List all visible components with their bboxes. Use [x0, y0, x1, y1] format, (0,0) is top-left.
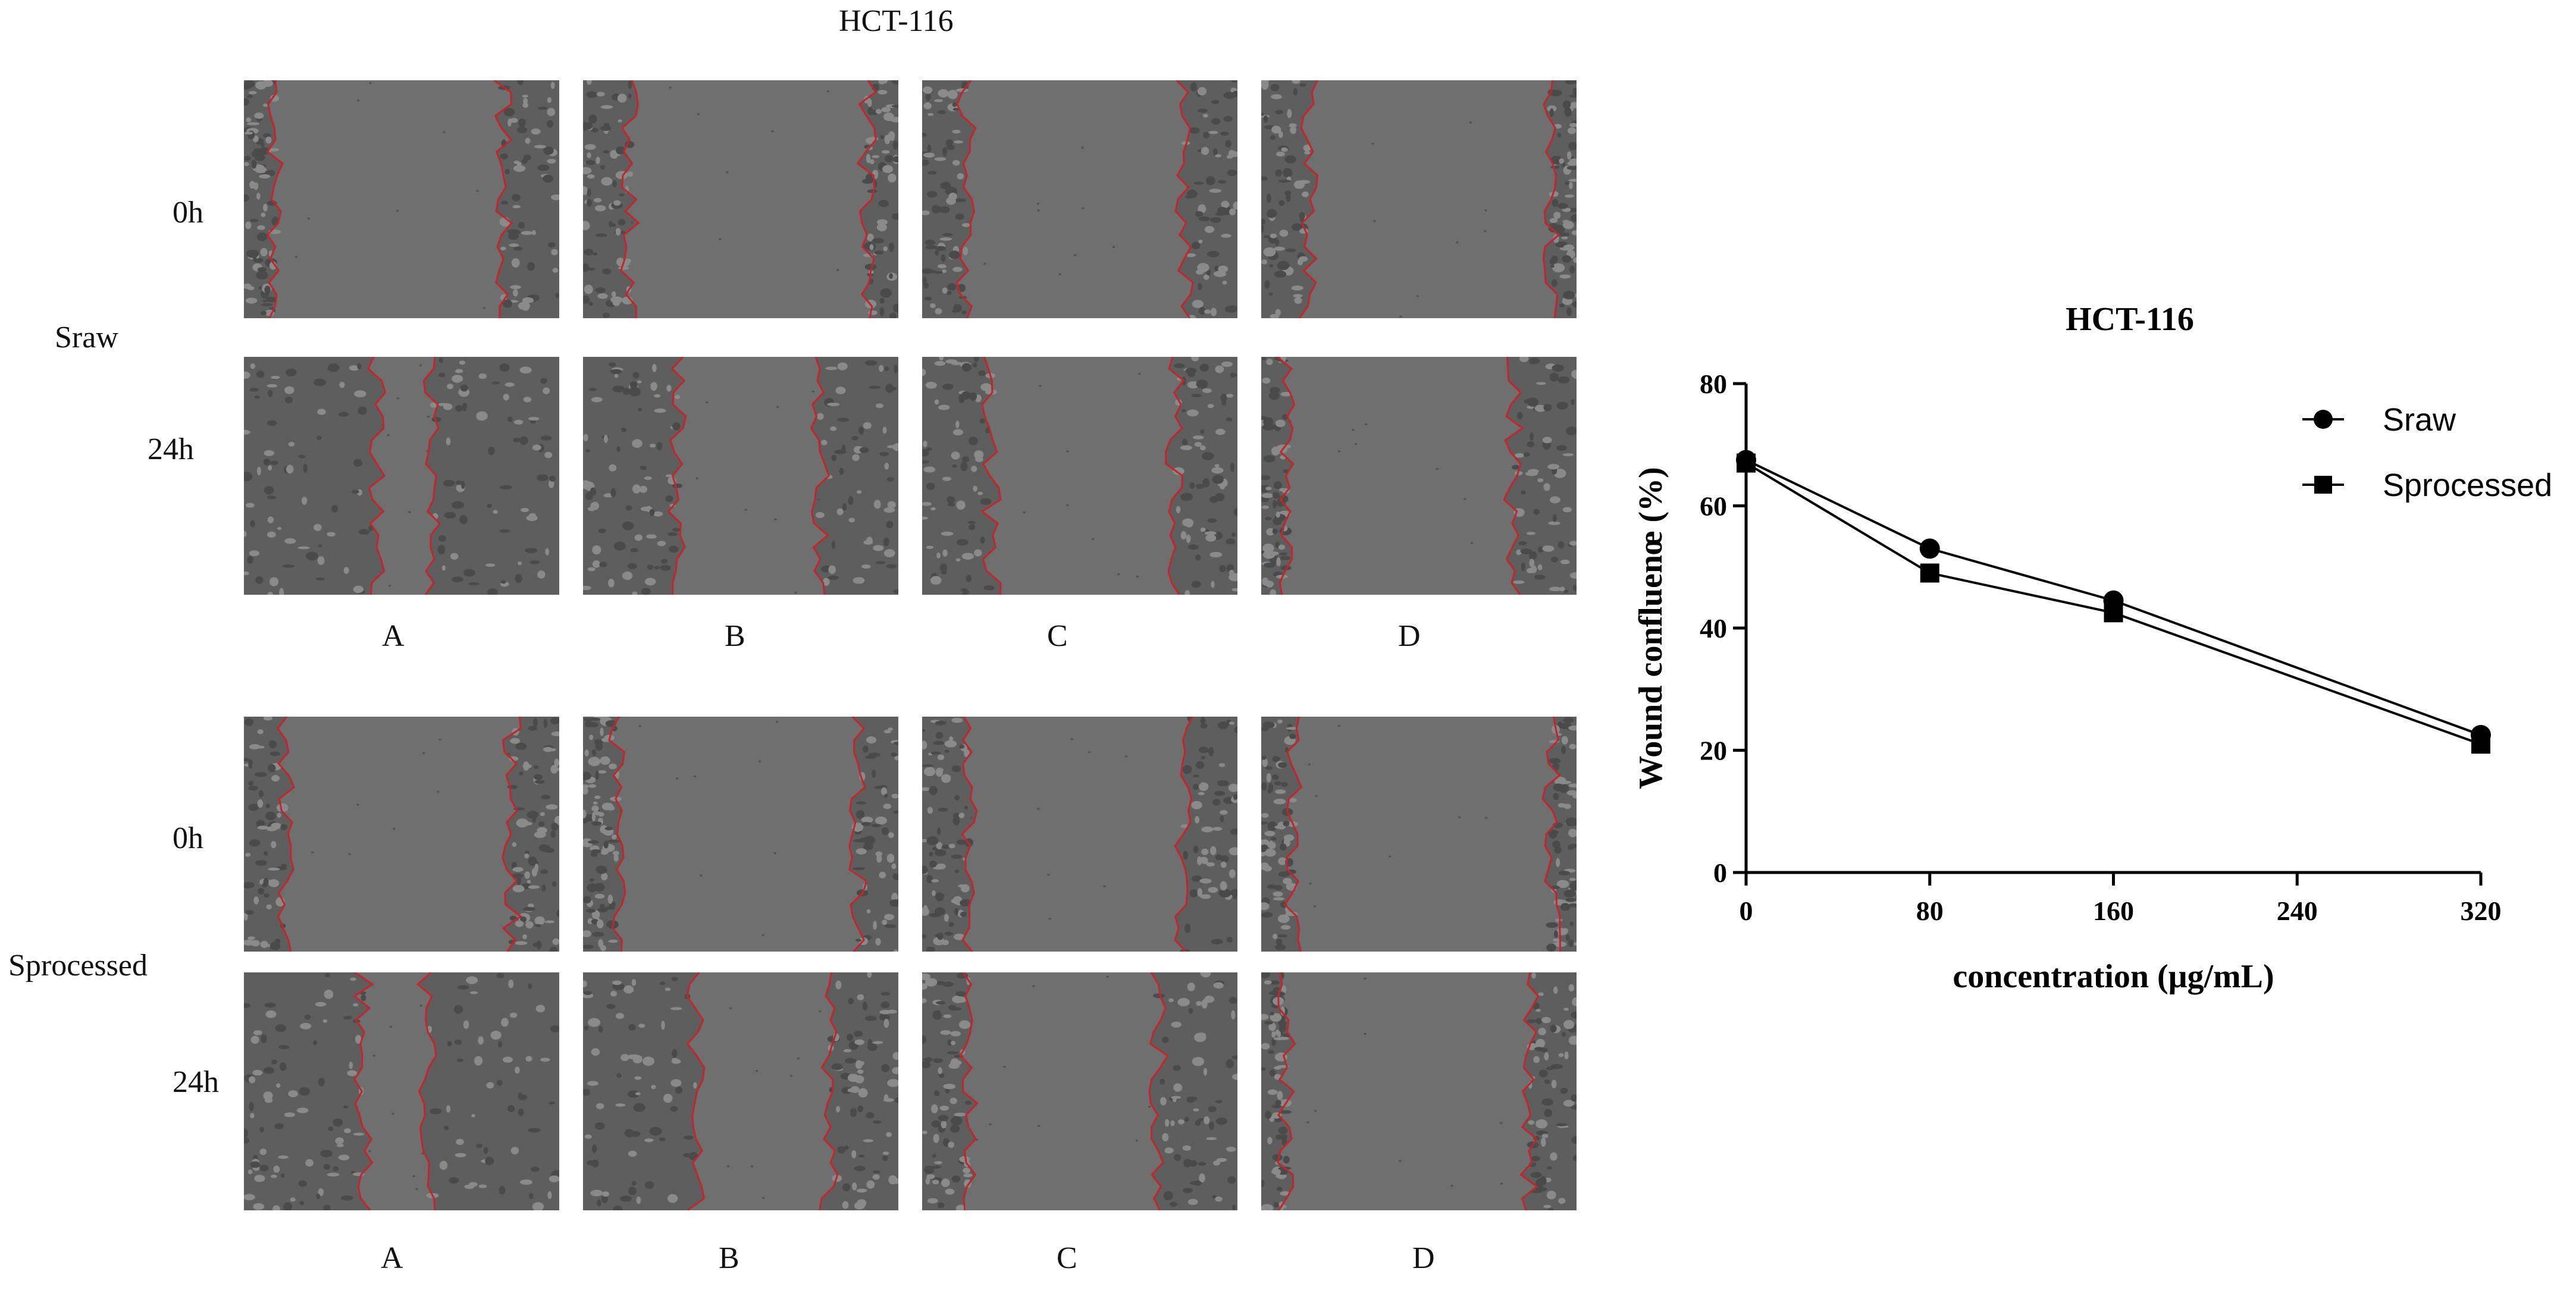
col-label-sraw-d: D — [1398, 619, 1421, 653]
legend-marker-sraw — [2314, 410, 2333, 429]
micrograph-sprocessed-24h-b — [583, 972, 898, 1210]
x-tick-label-80: 80 — [1916, 896, 1944, 926]
col-label-sraw-c: C — [1047, 619, 1068, 653]
x-tick-label-160: 160 — [2093, 896, 2134, 926]
row-label-sraw-0h: 0h — [173, 196, 203, 230]
point-sprocessed-160 — [2104, 603, 2123, 623]
point-sprocessed-0 — [1737, 453, 1756, 473]
micrograph-sraw-0h-a — [244, 80, 559, 318]
micrograph-sraw-24h-d — [1261, 357, 1577, 595]
point-sprocessed-320 — [2471, 735, 2490, 754]
line-chart: HCT-116 concentration (μg/mL) Wound conf… — [1606, 274, 2576, 1047]
x-tick-label-0: 0 — [1740, 896, 1753, 926]
micrograph-sprocessed-24h-a — [244, 972, 559, 1210]
micrograph-sraw-24h-b — [583, 357, 898, 595]
series-line-sraw — [1745, 459, 2481, 736]
x-tick-label-320: 320 — [2461, 896, 2502, 926]
micrograph-sprocessed-24h-c — [922, 972, 1237, 1210]
y-tick-label-80: 80 — [1700, 369, 1727, 399]
micrograph-sraw-0h-d — [1261, 80, 1577, 318]
row-label-sraw-24h: 24h — [148, 432, 194, 466]
col-label-sprocessed-b: B — [719, 1241, 739, 1275]
col-label-sprocessed-d: D — [1412, 1241, 1435, 1275]
x-tick-label-240: 240 — [2277, 896, 2318, 926]
chart-svg: HCT-116 concentration (μg/mL) Wound conf… — [1632, 301, 2552, 995]
micrograph-sraw-24h-c — [922, 357, 1237, 595]
row-label-sprocessed-0h: 0h — [173, 821, 203, 855]
group-label-sprocessed: Sprocessed — [8, 949, 148, 983]
x-axis-label: concentration (μg/mL) — [1953, 958, 2274, 995]
legend-label-sprocessed: Sprocessed — [2383, 467, 2552, 503]
micrograph-sraw-0h-b — [583, 80, 898, 318]
y-tick-label-20: 20 — [1700, 736, 1727, 766]
micrograph-sprocessed-0h-a — [244, 717, 559, 952]
legend-marker-sprocessed — [2314, 476, 2332, 494]
micrograph-sraw-24h-a — [244, 357, 559, 595]
legend-label-sraw: Sraw — [2383, 402, 2456, 438]
legend: Sraw Sprocessed — [2302, 402, 2552, 503]
micrograph-sprocessed-24h-d — [1261, 972, 1577, 1210]
point-sprocessed-80 — [1920, 563, 1939, 583]
group-label-sraw: Sraw — [55, 321, 118, 354]
micrograph-sprocessed-0h-d — [1261, 717, 1577, 952]
col-label-sraw-a: A — [382, 619, 405, 653]
row-label-sprocessed-24h: 24h — [173, 1065, 219, 1099]
figure-title: HCT-116 — [839, 4, 954, 38]
col-label-sprocessed-a: A — [381, 1241, 403, 1275]
micrograph-sprocessed-0h-b — [583, 717, 898, 952]
y-tick-label-0: 0 — [1713, 858, 1727, 888]
y-tick-label-60: 60 — [1700, 491, 1727, 522]
micrograph-sprocessed-0h-c — [922, 717, 1237, 952]
series-line-sprocessed — [1745, 462, 2481, 746]
micrograph-sraw-0h-c — [922, 80, 1237, 318]
point-sraw-80 — [1919, 538, 1940, 559]
y-tick-label-40: 40 — [1700, 613, 1727, 644]
col-label-sprocessed-c: C — [1057, 1241, 1077, 1275]
y-axis-label: Wound confluenœ (%) — [1632, 467, 1669, 789]
col-label-sraw-b: B — [725, 619, 745, 653]
chart-title: HCT-116 — [2066, 301, 2194, 338]
